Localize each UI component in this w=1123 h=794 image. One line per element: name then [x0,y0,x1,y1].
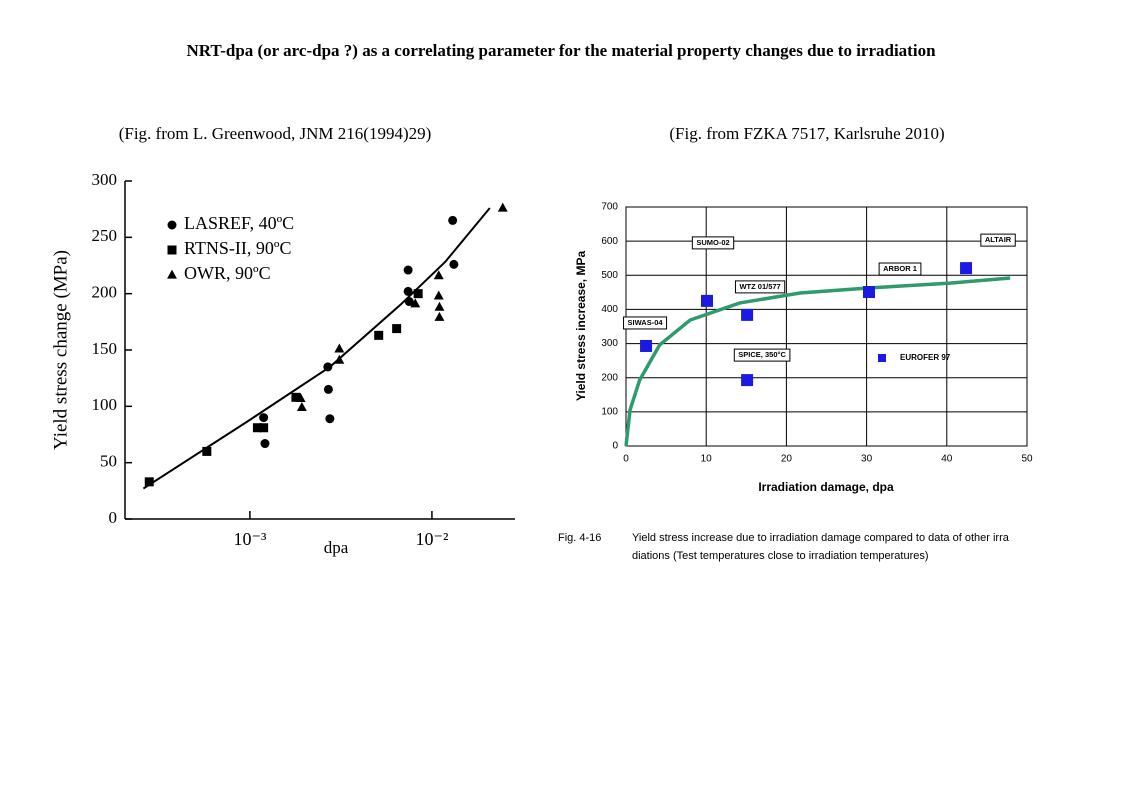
figure-source: (Fig. from L. Greenwood, JNM 216(1994)29… [119,124,432,143]
data-point [404,297,414,307]
fit-curve [624,276,1011,447]
point-label: SPICE, 350°C [738,350,786,359]
legend-label: EUROFER 97 [900,353,951,362]
data-point [260,439,270,449]
x-tick-label: 10 [701,454,713,465]
slide-title: NRT-dpa (or arc-dpa ?) as a correlating … [186,41,936,60]
y-axis-label: Yield stress change (MPa) [50,250,71,450]
data-point [433,270,444,280]
data-point [403,286,413,296]
x-tick-label: 0 [623,454,629,465]
point-label-box [734,280,786,294]
y-tick-label: 200 [92,283,118,302]
data-point [410,298,421,308]
data-point [413,289,423,299]
data-point [252,423,262,433]
y-tick-label: 400 [601,304,618,315]
data-point [295,393,306,403]
legend-label: OWR, 90ºC [184,263,271,283]
figure-source: (Fig. from FZKA 7517, Karlsruhe 2010) [669,124,944,143]
data-point [701,294,714,307]
point-label: ARBOR 1 [883,264,917,273]
plot-area [625,206,1028,447]
y-tick-label: 600 [601,236,618,247]
x-axis-label: Irradiation damage, dpa [758,480,894,494]
legend-label: RTNS-II, 90ºC [184,238,292,258]
legend-marker [167,220,177,230]
point-label: WTZ 01/577 [739,282,780,291]
point-label-box [878,262,922,276]
data-point [448,215,458,225]
legend-marker [878,354,886,362]
data-point [334,354,345,364]
point-label-box [623,316,668,330]
data-point [296,402,307,412]
legend-marker [167,269,177,279]
y-tick-label: 100 [601,406,618,417]
data-point [449,259,459,269]
data-point [291,392,301,402]
point-label-box [691,236,735,250]
point-label-box [980,233,1016,247]
x-tick-label: 10⁻² [415,529,448,549]
y-tick-label: 250 [92,226,118,245]
x-axis-label: dpa [324,538,349,557]
fit-curve [142,207,491,490]
caption-number: Fig. 4-16 [558,532,601,544]
data-point [259,413,269,423]
data-point [960,262,973,275]
y-tick-label: 300 [601,338,618,349]
data-point [741,374,754,387]
y-tick-label: 500 [601,270,618,281]
data-point [433,290,444,300]
data-point [434,311,445,321]
legend-label: LASREF, 40ºC [184,213,294,233]
y-tick-label: 50 [100,452,117,471]
data-point [259,423,269,433]
data-point [863,286,876,299]
x-tick-label: 20 [781,454,793,465]
x-tick-label: 40 [941,454,953,465]
y-tick-label: 200 [601,372,618,383]
data-point [497,202,508,212]
data-point [392,324,402,334]
data-point [741,308,754,321]
data-point [144,477,154,487]
caption-line: Yield stress increase due to irradiation… [632,532,1010,544]
data-point [202,446,212,456]
point-label: SUMO-02 [696,238,729,247]
data-point [334,343,345,353]
data-point [374,330,384,340]
data-point [323,384,333,394]
y-tick-label: 0 [109,508,118,527]
x-tick-label: 10⁻³ [233,529,267,549]
point-label: SIWAS-04 [628,318,664,327]
y-tick-label: 700 [601,202,618,213]
y-tick-label: 100 [92,395,118,414]
point-label: ALTAIR [985,235,1012,244]
x-tick-label: 30 [861,454,873,465]
data-point [403,265,413,275]
data-point [323,362,333,372]
y-tick-label: 150 [92,339,118,358]
data-point [434,301,445,311]
y-axis-label: Yield stress increase, MPa [574,251,588,402]
legend-marker [167,245,177,255]
point-label-box [733,348,791,362]
y-tick-label: 300 [92,170,118,189]
data-point [325,414,335,424]
y-tick-label: 0 [612,441,618,452]
data-point [640,339,653,352]
x-tick-label: 50 [1021,454,1033,465]
caption-line: diations (Test temperatures close to irr… [632,550,929,562]
